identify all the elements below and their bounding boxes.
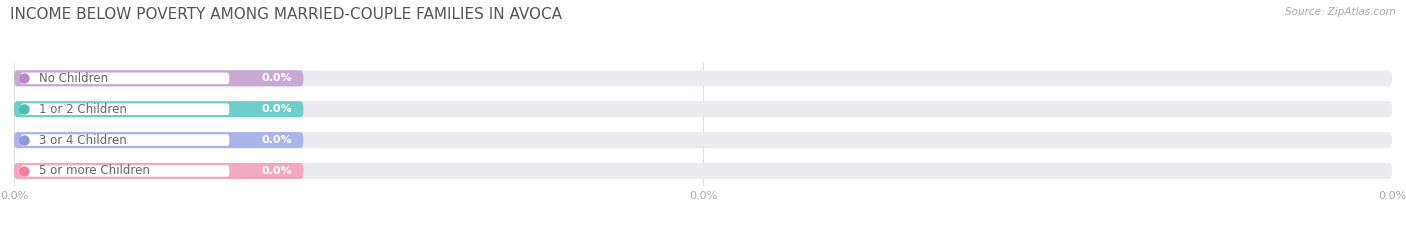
Text: No Children: No Children (39, 72, 108, 85)
FancyBboxPatch shape (21, 134, 229, 146)
FancyBboxPatch shape (14, 70, 1392, 86)
Text: 0.0%: 0.0% (262, 135, 292, 145)
FancyBboxPatch shape (14, 101, 304, 117)
Text: 0.0%: 0.0% (262, 73, 292, 83)
Text: INCOME BELOW POVERTY AMONG MARRIED-COUPLE FAMILIES IN AVOCA: INCOME BELOW POVERTY AMONG MARRIED-COUPL… (10, 7, 562, 22)
FancyBboxPatch shape (14, 163, 1392, 179)
FancyBboxPatch shape (14, 132, 304, 148)
FancyBboxPatch shape (14, 132, 1392, 148)
Text: 0.0%: 0.0% (262, 166, 292, 176)
Text: 0.0%: 0.0% (262, 104, 292, 114)
FancyBboxPatch shape (14, 163, 304, 179)
FancyBboxPatch shape (21, 103, 229, 115)
FancyBboxPatch shape (21, 165, 229, 177)
FancyBboxPatch shape (21, 72, 229, 84)
Text: 3 or 4 Children: 3 or 4 Children (39, 134, 127, 147)
Text: 5 or more Children: 5 or more Children (39, 164, 149, 178)
Text: 1 or 2 Children: 1 or 2 Children (39, 103, 127, 116)
Text: Source: ZipAtlas.com: Source: ZipAtlas.com (1285, 7, 1396, 17)
FancyBboxPatch shape (14, 101, 1392, 117)
FancyBboxPatch shape (14, 70, 304, 86)
